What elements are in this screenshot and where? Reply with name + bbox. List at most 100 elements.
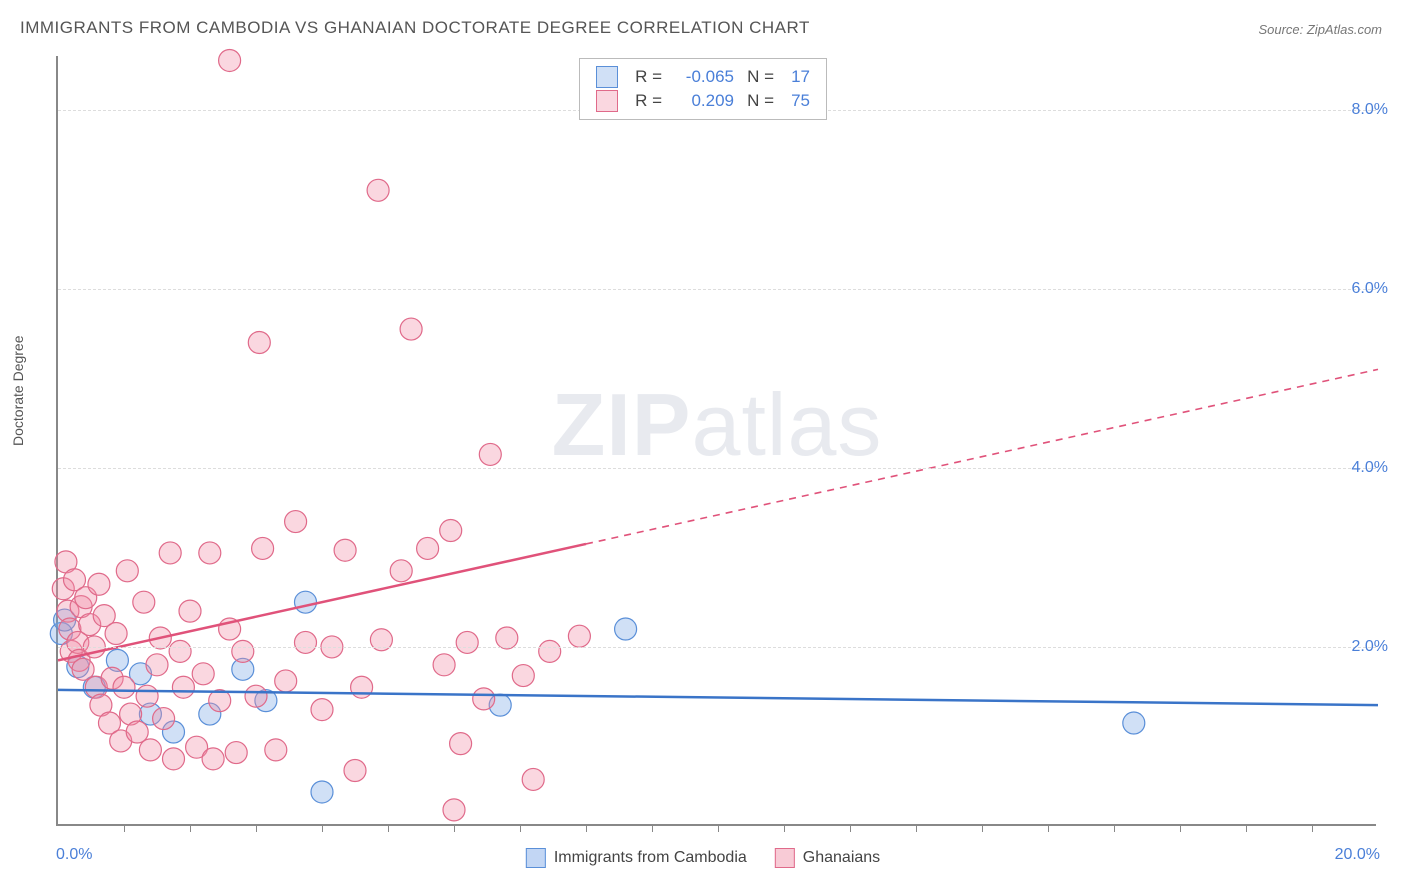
scatter-point: [202, 748, 224, 770]
scatter-point: [133, 591, 155, 613]
scatter-point: [153, 708, 175, 730]
plot-area: ZIPatlas: [56, 56, 1376, 826]
scatter-svg: [58, 56, 1376, 824]
scatter-point: [172, 676, 194, 698]
scatter-point: [311, 781, 333, 803]
r-label: R =: [624, 89, 662, 113]
x-tick: [520, 824, 521, 832]
scatter-point: [169, 640, 191, 662]
x-axis-max-label: 20.0%: [1335, 846, 1380, 864]
scatter-point: [390, 560, 412, 582]
stats-legend-box: R =-0.065N =17R =0.209N =75: [579, 58, 827, 120]
scatter-point: [351, 676, 373, 698]
scatter-point: [295, 591, 317, 613]
scatter-point: [232, 640, 254, 662]
x-tick: [718, 824, 719, 832]
regression-line-dashed: [586, 369, 1378, 544]
x-tick: [1312, 824, 1313, 832]
x-tick: [124, 824, 125, 832]
scatter-point: [367, 179, 389, 201]
x-tick: [916, 824, 917, 832]
n-value: 17: [780, 65, 810, 89]
legend-swatch-icon: [526, 848, 546, 868]
scatter-point: [285, 511, 307, 533]
x-tick: [1246, 824, 1247, 832]
scatter-point: [311, 699, 333, 721]
source-attribution: Source: ZipAtlas.com: [1258, 22, 1382, 37]
legend-item: Immigrants from Cambodia: [526, 848, 747, 868]
n-label: N =: [740, 89, 774, 113]
x-axis-min-label: 0.0%: [56, 846, 92, 864]
scatter-point: [295, 631, 317, 653]
y-tick-label: 6.0%: [1352, 280, 1388, 298]
r-label: R =: [624, 65, 662, 89]
x-tick: [850, 824, 851, 832]
x-tick: [454, 824, 455, 832]
y-tick-label: 4.0%: [1352, 459, 1388, 477]
scatter-point: [252, 537, 274, 559]
stats-row: R =0.209N =75: [596, 89, 810, 113]
scatter-point: [113, 676, 135, 698]
scatter-point: [568, 625, 590, 647]
x-tick: [322, 824, 323, 832]
x-tick: [388, 824, 389, 832]
x-tick: [1114, 824, 1115, 832]
scatter-point: [219, 49, 241, 71]
scatter-point: [440, 520, 462, 542]
x-tick: [1180, 824, 1181, 832]
scatter-point: [433, 654, 455, 676]
n-value: 75: [780, 89, 810, 113]
scatter-point: [1123, 712, 1145, 734]
scatter-point: [400, 318, 422, 340]
x-tick: [1048, 824, 1049, 832]
y-tick-label: 8.0%: [1352, 101, 1388, 119]
x-tick: [190, 824, 191, 832]
x-tick: [586, 824, 587, 832]
x-tick: [652, 824, 653, 832]
gridline: [58, 647, 1376, 648]
scatter-point: [159, 542, 181, 564]
scatter-point: [479, 443, 501, 465]
scatter-point: [417, 537, 439, 559]
chart-title: IMMIGRANTS FROM CAMBODIA VS GHANAIAN DOC…: [20, 18, 810, 38]
legend-swatch-icon: [596, 90, 618, 112]
scatter-point: [245, 685, 267, 707]
scatter-point: [192, 663, 214, 685]
y-tick-label: 2.0%: [1352, 638, 1388, 656]
scatter-point: [456, 631, 478, 653]
scatter-point: [615, 618, 637, 640]
scatter-point: [199, 542, 221, 564]
scatter-point: [88, 573, 110, 595]
scatter-point: [443, 799, 465, 821]
scatter-point: [496, 627, 518, 649]
legend-item: Ghanaians: [775, 848, 880, 868]
x-tick: [784, 824, 785, 832]
scatter-point: [512, 665, 534, 687]
scatter-point: [136, 685, 158, 707]
x-tick: [982, 824, 983, 832]
gridline: [58, 468, 1376, 469]
scatter-point: [163, 748, 185, 770]
scatter-point: [275, 670, 297, 692]
r-value: 0.209: [668, 89, 734, 113]
scatter-point: [116, 560, 138, 582]
n-label: N =: [740, 65, 774, 89]
scatter-point: [334, 539, 356, 561]
scatter-point: [248, 332, 270, 354]
scatter-point: [179, 600, 201, 622]
scatter-point: [522, 768, 544, 790]
scatter-point: [225, 742, 247, 764]
scatter-point: [450, 733, 472, 755]
scatter-point: [344, 759, 366, 781]
x-tick: [256, 824, 257, 832]
scatter-point: [146, 654, 168, 676]
r-value: -0.065: [668, 65, 734, 89]
scatter-point: [473, 688, 495, 710]
y-axis-label: Doctorate Degree: [10, 335, 26, 446]
stats-row: R =-0.065N =17: [596, 65, 810, 89]
scatter-point: [105, 623, 127, 645]
legend-swatch-icon: [775, 848, 795, 868]
bottom-legend: Immigrants from Cambodia Ghanaians: [526, 848, 880, 868]
scatter-point: [139, 739, 161, 761]
scatter-point: [265, 739, 287, 761]
